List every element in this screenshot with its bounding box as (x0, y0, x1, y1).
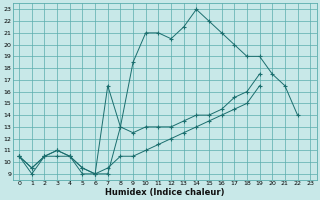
X-axis label: Humidex (Indice chaleur): Humidex (Indice chaleur) (105, 188, 224, 197)
